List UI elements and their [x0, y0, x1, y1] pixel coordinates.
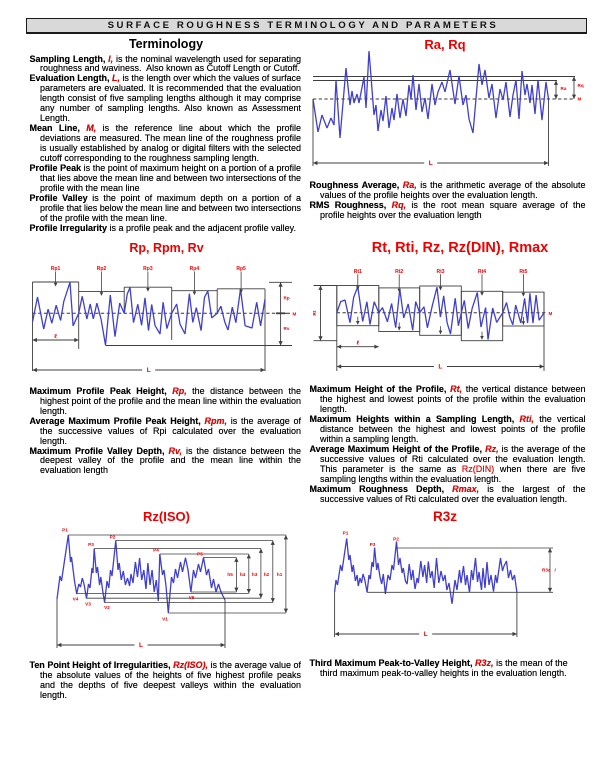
svg-text:P1: P1: [62, 528, 68, 533]
svg-text:Rp1: Rp1: [51, 266, 61, 272]
svg-text:M: M: [578, 97, 582, 102]
svg-text:P5: P5: [197, 552, 203, 557]
svg-text:i: i: [555, 568, 557, 573]
svg-text:P2: P2: [110, 535, 116, 540]
svg-text:P2: P2: [393, 537, 399, 542]
svg-text:L: L: [139, 642, 143, 649]
svg-text:Rp3: Rp3: [143, 266, 153, 272]
svg-text:h5: h5: [227, 572, 233, 577]
svg-text:V5: V5: [189, 595, 195, 600]
svg-text:L: L: [424, 631, 428, 638]
svg-text:L: L: [147, 367, 151, 374]
svg-text:V3: V3: [85, 602, 91, 607]
svg-text:L: L: [438, 364, 442, 371]
svg-text:Rt1: Rt1: [354, 269, 362, 275]
svg-text:L: L: [429, 160, 433, 167]
svg-text:h1: h1: [277, 572, 283, 577]
svg-text:P1: P1: [343, 531, 349, 536]
svg-text:Rp: Rp: [284, 296, 290, 301]
svg-text:ℓ: ℓ: [355, 341, 359, 347]
svg-text:Rt4: Rt4: [478, 269, 486, 275]
svg-text:Rt3: Rt3: [436, 269, 444, 275]
svg-text:h2: h2: [264, 572, 270, 577]
svg-text:P3: P3: [88, 542, 94, 547]
svg-text:h4: h4: [240, 572, 246, 577]
svg-text:Ra: Ra: [561, 86, 567, 91]
svg-text:P4: P4: [153, 548, 159, 553]
svg-text:ℓ: ℓ: [53, 334, 57, 340]
svg-text:Rq: Rq: [578, 83, 584, 88]
svg-text:P3: P3: [370, 542, 376, 547]
svg-text:Rt5: Rt5: [519, 269, 527, 275]
svg-text:R3z: R3z: [542, 568, 551, 573]
svg-text:Rt: Rt: [312, 310, 317, 315]
svg-text:M: M: [549, 311, 553, 316]
svg-text:h3: h3: [252, 572, 258, 577]
svg-text:V4: V4: [73, 597, 79, 602]
svg-text:Rp2: Rp2: [97, 266, 107, 272]
svg-text:Rt2: Rt2: [395, 269, 403, 275]
svg-text:Rv: Rv: [284, 326, 290, 331]
svg-text:V1: V1: [162, 617, 168, 622]
svg-text:Rp4: Rp4: [190, 266, 200, 272]
svg-text:M: M: [293, 312, 297, 317]
svg-text:V2: V2: [104, 605, 110, 610]
svg-text:Rp5: Rp5: [236, 266, 246, 272]
